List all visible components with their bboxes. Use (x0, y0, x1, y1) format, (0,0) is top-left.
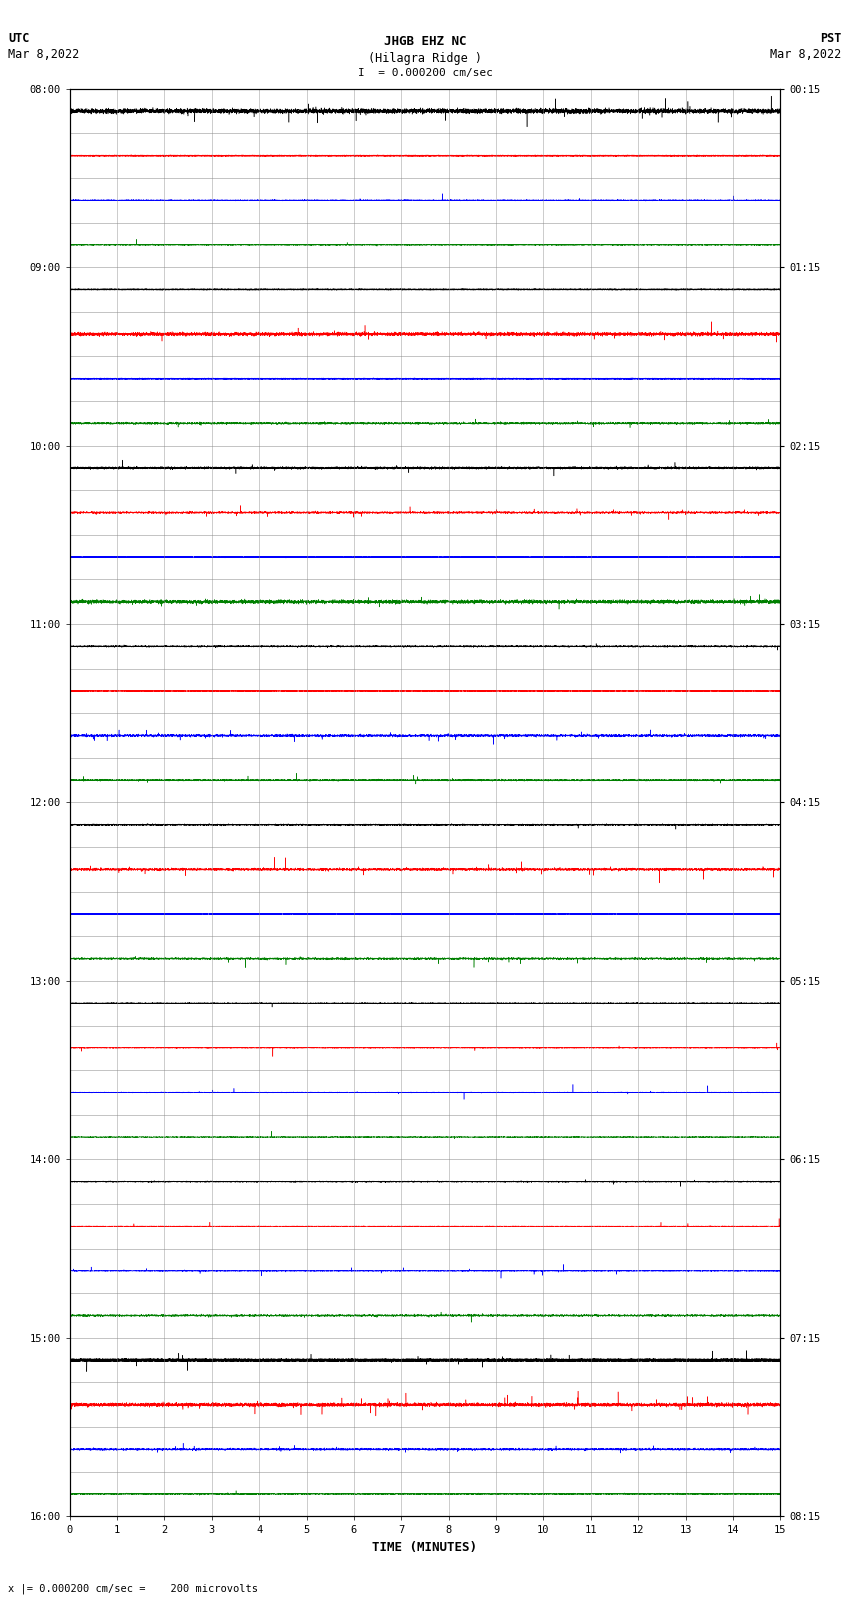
X-axis label: TIME (MINUTES): TIME (MINUTES) (372, 1540, 478, 1553)
Text: I  = 0.000200 cm/sec: I = 0.000200 cm/sec (358, 68, 492, 77)
Text: JHGB EHZ NC: JHGB EHZ NC (383, 35, 467, 48)
Text: Mar 8,2022: Mar 8,2022 (770, 48, 842, 61)
Text: (Hilagra Ridge ): (Hilagra Ridge ) (368, 52, 482, 65)
Text: UTC: UTC (8, 32, 30, 45)
Text: Mar 8,2022: Mar 8,2022 (8, 48, 80, 61)
Text: PST: PST (820, 32, 842, 45)
Text: x |= 0.000200 cm/sec =    200 microvolts: x |= 0.000200 cm/sec = 200 microvolts (8, 1582, 258, 1594)
